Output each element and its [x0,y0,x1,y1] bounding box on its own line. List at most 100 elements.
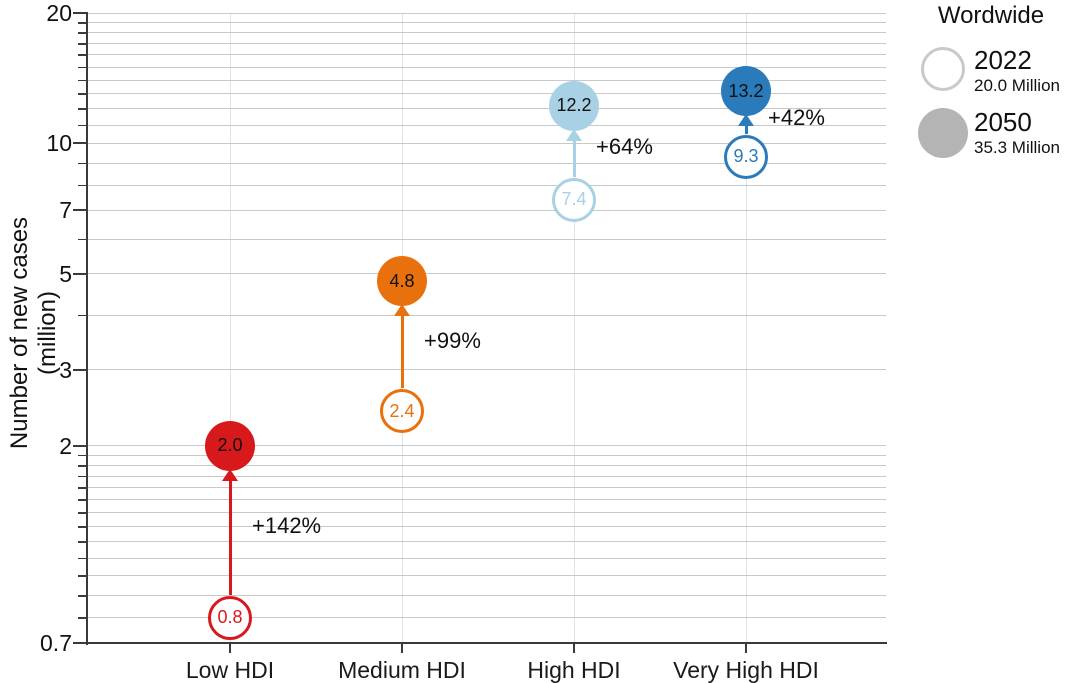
arrow-head-icon-high-hdi [566,128,582,141]
gridline-horizontal [88,526,886,528]
y-minor-tick [78,66,88,69]
y-minor-tick [78,43,88,45]
y-minor-tick [78,541,88,543]
y-minor-tick [78,124,88,127]
y-tick [73,444,88,447]
x-tick-label: High HDI [527,657,621,683]
x-tick [573,644,575,653]
gridline-horizontal [88,314,886,316]
gridline-horizontal [88,238,886,240]
gridline-horizontal [88,475,886,477]
y-minor-tick [78,22,88,24]
legend-2022-year: 2022 [974,45,1032,75]
legend-2022-total: 20.0 Million [974,76,1060,95]
pct-change-label-very-high-hdi: +42% [768,105,825,131]
gridline-horizontal [88,43,886,45]
gridline-horizontal [88,108,886,110]
y-tick-label: 0.7 [40,630,72,656]
y-tick-label: 3 [59,356,72,383]
circle-2022-high-hdi: 7.4 [552,177,596,222]
y-minor-tick [78,465,88,467]
gridline-horizontal [88,557,886,559]
gridline-horizontal [88,66,886,68]
y-tick-label: 10 [46,130,72,157]
y-minor-tick [78,454,88,457]
x-tick-label: Low HDI [185,657,275,683]
gridline-horizontal [88,369,886,371]
pct-change-label-medium-hdi: +99% [424,327,481,353]
x-tick [745,644,747,653]
x-tick-label: Very High HDI [673,657,819,683]
circle-2022-low-hdi: 0.8 [208,595,252,640]
y-minor-tick [78,512,88,514]
y-minor-tick [78,184,88,187]
y-minor-tick [78,499,88,501]
arrow-head-icon-very-high-hdi [738,114,754,127]
arrow-head-icon-low-hdi [222,468,238,481]
gridline-horizontal [88,575,886,577]
circle-2022-medium-hdi: 2.4 [380,389,424,434]
arrow-line-low-hdi [228,478,232,595]
gridline-horizontal [88,22,886,24]
circle-2022-very-high-hdi: 9.3 [724,134,768,179]
y-minor-tick [78,526,88,528]
pct-change-label-high-hdi: +64% [596,134,653,160]
x-axis-line [86,642,887,644]
y-minor-tick [78,314,88,317]
gridline-horizontal [88,12,886,14]
legend-item-2050: 2050 35.3 Million [974,107,1080,158]
gridline-horizontal [88,93,886,95]
gridline-horizontal [88,162,886,164]
y-minor-tick [78,595,88,597]
y-tick-label: 5 [59,260,72,287]
gridline-horizontal [88,142,886,144]
legend-item-2022: 2022 20.0 Million [974,45,1080,96]
gridline-horizontal [88,454,886,456]
arrow-line-medium-hdi [400,314,404,389]
gridline-horizontal [88,595,886,597]
legend-2050-filled-circle-icon [918,108,968,158]
gridline-vertical [745,13,747,643]
circle-2050-very-high-hdi: 13.2 [721,66,771,117]
gridline-vertical [573,13,575,643]
y-minor-tick [78,79,88,82]
gridline-horizontal [88,273,886,275]
y-tick-label: 20 [46,0,72,26]
gridline-horizontal [88,541,886,543]
y-tick [73,142,88,145]
y-axis-line [86,12,88,645]
arrow-line-high-hdi [572,138,576,177]
gridline-horizontal [88,32,886,34]
x-tick-label: Medium HDI [338,657,466,683]
circle-2050-high-hdi: 12.2 [549,80,599,131]
arrow-head-icon-medium-hdi [394,304,410,317]
gridline-horizontal [88,617,886,619]
y-minor-tick [78,557,88,560]
gridline-horizontal [88,79,886,81]
y-minor-tick [78,475,88,478]
legend-2022-open-circle-icon [921,47,965,91]
legend-2050-total: 35.3 Million [974,138,1060,157]
gridline-horizontal [88,54,886,56]
y-tick [73,272,88,275]
y-minor-tick [78,93,88,95]
y-minor-tick [78,54,88,56]
circle-2050-medium-hdi: 4.8 [377,256,427,307]
gridline-horizontal [88,512,886,514]
y-minor-tick [78,575,88,577]
gridline-horizontal [88,184,886,186]
gridline-horizontal [88,209,886,211]
gridline-horizontal [88,465,886,466]
gridline-horizontal [88,487,886,489]
y-tick [73,642,88,644]
legend-title: Wordwide [937,2,1045,29]
gridline-horizontal [88,124,886,126]
y-tick [73,368,88,371]
x-tick [401,644,403,653]
y-minor-tick [78,487,88,489]
legend-2050-year: 2050 [974,107,1032,137]
y-minor-tick [78,162,88,165]
y-minor-tick [78,617,88,619]
